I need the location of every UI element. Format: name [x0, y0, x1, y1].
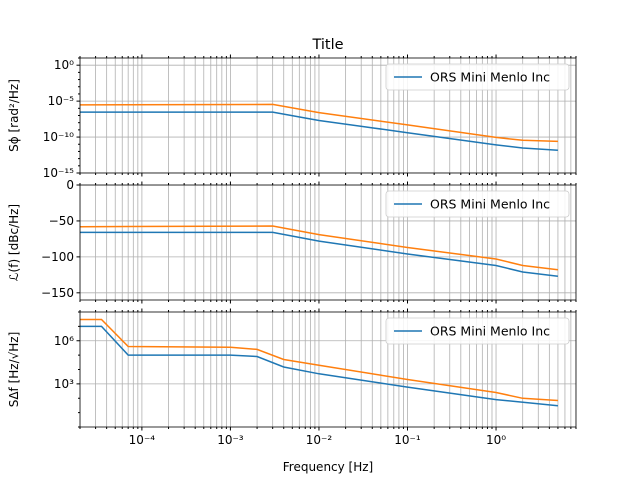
series-line-1: [80, 111, 558, 151]
y-axis-label: SΔf [Hz/√Hz]: [7, 332, 21, 408]
y-tick-label: 10⁰: [54, 58, 74, 72]
axes-frame: [79, 311, 577, 428]
y-tick-label: −100: [41, 250, 74, 264]
series-line-1: [80, 325, 558, 407]
x-tick-label: 10⁻³: [217, 433, 244, 447]
x-tick-label: 10⁻¹: [394, 433, 421, 447]
legend: ORS Mini Menlo Inc: [385, 63, 570, 91]
legend-box: [385, 190, 570, 218]
grid-lines: [80, 58, 576, 173]
y-tick-label: −150: [41, 286, 74, 300]
series-line-2: [80, 318, 558, 402]
y-tick-label: 0: [66, 178, 74, 192]
axes-frame: [79, 57, 577, 174]
series-line-2: [80, 225, 558, 271]
legend-label: ORS Mini Menlo Inc: [430, 70, 550, 85]
legend-box: [385, 317, 570, 345]
legend: ORS Mini Menlo Inc: [385, 190, 570, 218]
y-tick-label: 10³: [54, 377, 74, 391]
chart-title: Title: [311, 37, 343, 53]
y-tick-label: 10⁶: [54, 334, 74, 348]
x-axis-label: Frequency [Hz]: [283, 460, 374, 474]
y-tick-label: −50: [49, 214, 74, 228]
subplot-3: 10⁶ 10³ 10⁻⁴ 10⁻³ 10⁻² 10⁻¹ 10⁰ Frequency [Hz] S…: [7, 308, 577, 474]
x-tick-label: 10⁻⁴: [129, 433, 156, 447]
legend-label: ORS Mini Menlo Inc: [430, 197, 550, 212]
x-tick-label: 10⁰: [486, 433, 506, 447]
legend-box: [385, 63, 570, 91]
series-line-2: [80, 103, 558, 143]
legend-label: ORS Mini Menlo Inc: [430, 324, 550, 339]
y-axis-label: ℒ(f) [dBc/Hz]: [7, 204, 21, 281]
y-tick-label: 10⁻¹⁰: [43, 130, 74, 144]
x-tick-label: 10⁻²: [306, 433, 333, 447]
y-tick-label: 10⁻⁵: [48, 94, 75, 108]
subplot-1: 10⁰ 10⁻⁵ 10⁻¹⁰ 10⁻¹⁵ Sϕ [rad²/Hz] ORS Mini Me…: [7, 54, 577, 180]
series-line-1: [80, 231, 558, 278]
y-tick-label: 10⁻¹⁵: [43, 166, 74, 180]
axes-frame: [79, 184, 577, 301]
legend: ORS Mini Menlo Inc: [385, 317, 570, 345]
subplot-2: 0 −50 −100 −150 ℒ(f) [dBc/Hz] ORS Mini Menlo …: [7, 178, 577, 304]
subplots-group: 10⁰ 10⁻⁵ 10⁻¹⁰ 10⁻¹⁵ Sϕ [rad²/Hz] ORS Mini Me…: [7, 54, 577, 474]
y-axis-label: Sϕ [rad²/Hz]: [7, 79, 21, 152]
